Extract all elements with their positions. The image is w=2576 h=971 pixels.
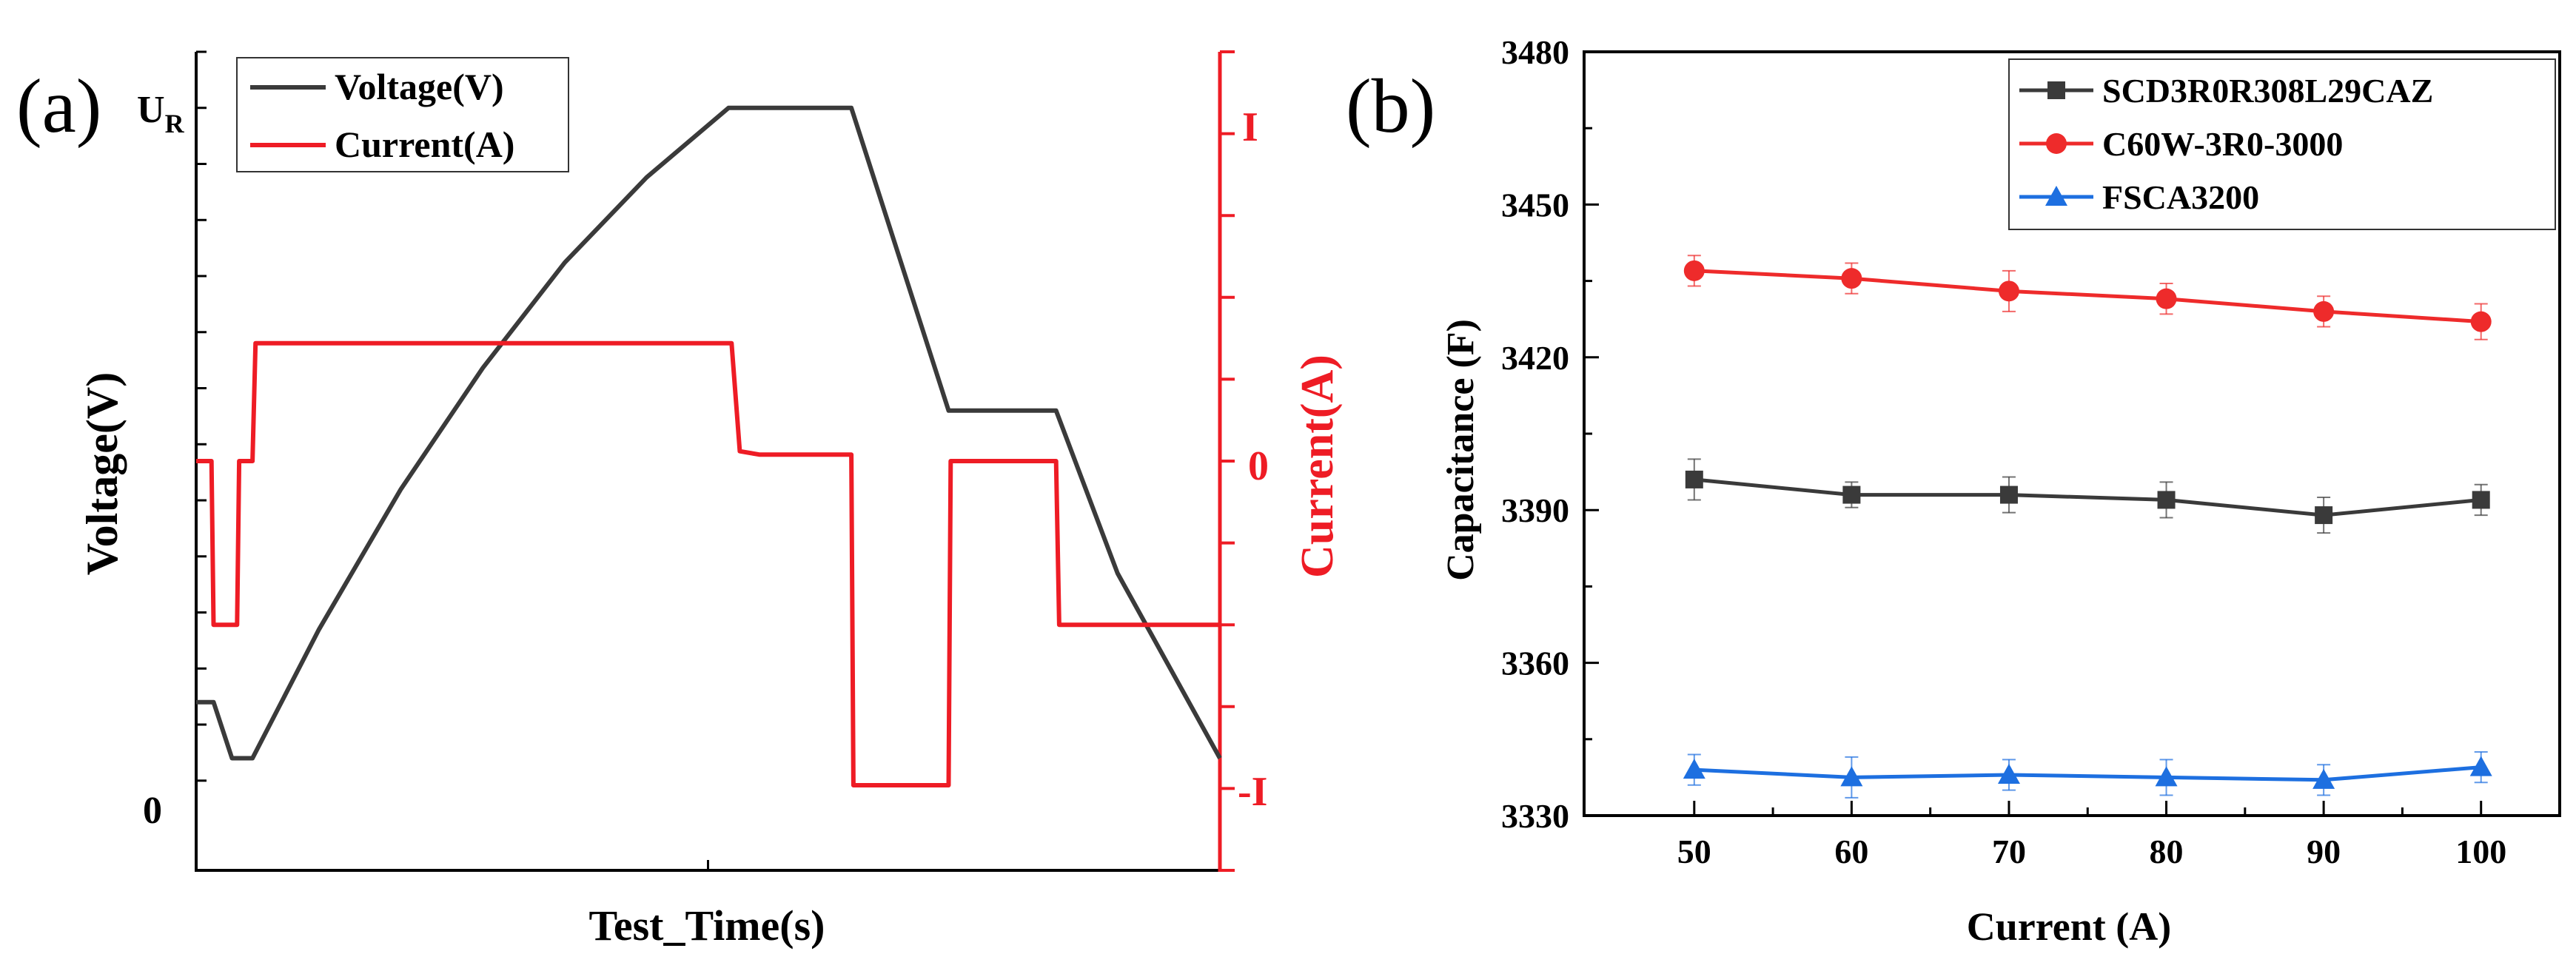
panel-b-point-fsca-2: [1997, 763, 2020, 784]
panel-a-plot-area: [195, 50, 1235, 872]
panel-b-point-scd-2: [1999, 486, 2018, 504]
panel-b-point-fsca-5: [2469, 756, 2492, 776]
panel-b-ticks: 3330 3360 3390 3420 3450 3480 50 60 70 80 90 100: [1501, 33, 2506, 870]
panel-b-point-c60w-0: [1683, 260, 1705, 281]
panel-b-x-tick-label-1: 60: [1834, 833, 1868, 870]
panel-b-plot-area: 3330 3360 3390 3420 3450 3480 50 60 70 80 90 100: [1501, 33, 2561, 870]
panel-a-tick-label-zero-right: 0: [1248, 443, 1269, 489]
panel-b-y-tick-label-4: 3450: [1501, 186, 1569, 224]
panel-b-x-tick-label-3: 80: [2150, 833, 2184, 870]
panel-b-point-fsca-1: [1840, 766, 1863, 787]
panel-b-point-scd-1: [1842, 486, 1861, 504]
panel-b-legend-marker-c60w: [2046, 133, 2067, 154]
panel-a-chart: (a) UR 0 I 0 -I Voltage(V) Current(A) Te…: [16, 50, 1343, 950]
panel-a-x-axis-title: Test_Time(s): [589, 901, 825, 950]
panel-b-y-tick-label-3: 3420: [1501, 339, 1569, 377]
panel-b-series: [1683, 255, 2492, 799]
panel-b-point-c60w-3: [2156, 288, 2177, 309]
panel-a-legend-box: [236, 57, 569, 172]
panel-b-x-axis-title: Current (A): [1967, 904, 2171, 949]
panel-a-tick-label-ur: UR: [137, 89, 185, 138]
panel-b-legend-marker-scd: [2047, 81, 2065, 99]
panel-b-legend-marker-fsca: [2045, 186, 2067, 206]
panel-b-legend-label-fsca: FSCA3200: [2102, 178, 2259, 216]
panel-a-y-axis-title: Voltage(V): [78, 372, 127, 575]
panel-a-legend-label-current: Current(A): [335, 124, 514, 165]
panel-a-tick-label-i: I: [1242, 104, 1258, 150]
panel-a-series-line-current: [196, 340, 1220, 787]
panel-b-point-scd-3: [2157, 491, 2176, 509]
panel-b-legend-label-c60w: C60W-3R0-3000: [2102, 125, 2343, 163]
panel-a-series: [196, 105, 1222, 787]
panel-b-x-tick-label-2: 70: [1992, 833, 2026, 870]
panel-a-series-line-voltage: [196, 105, 1222, 761]
panel-b-legend-label-scd: SCD3R0R308L29CAZ: [2102, 72, 2433, 110]
panel-a-left-ticks: [196, 50, 207, 872]
panel-b-point-c60w-2: [1998, 280, 2019, 302]
panel-b-point-scd-5: [2472, 491, 2490, 509]
panel-a-legend: Voltage(V) Current(A): [236, 57, 569, 172]
panel-b-y-axis-title: Capacitance (F): [1440, 319, 1482, 581]
panel-b-y-tick-label-5: 3480: [1501, 33, 1569, 71]
panel-b-point-scd-0: [1685, 470, 1703, 488]
panel-b-series-line-c60w: [1694, 269, 2481, 324]
panel-a-tick-label-zero-left: 0: [143, 790, 162, 832]
panel-a-label: (a): [16, 64, 101, 149]
panel-b-point-c60w-4: [2313, 300, 2335, 322]
panel-b-point-scd-4: [2315, 506, 2333, 525]
panel-b-x-tick-label-0: 50: [1677, 833, 1711, 870]
panel-a-right-ticks: [1220, 50, 1235, 872]
panel-b-point-c60w-5: [2470, 311, 2492, 332]
panel-b-series-line-scd: [1694, 477, 2481, 517]
panel-b-legend-box: [2008, 58, 2556, 230]
panel-b-y-tick-label-2: 3390: [1501, 491, 1569, 529]
panel-b-chart: (b) 3330 3360 3390 3420 3450 3480 50 60 70 80 90 10…: [1346, 33, 2561, 949]
panel-b-point-fsca-4: [2312, 768, 2335, 789]
panel-b-y-tick-label-0: 3330: [1501, 797, 1569, 835]
panel-a-tick-label-neg-i: -I: [1238, 769, 1267, 815]
panel-a-legend-label-voltage: Voltage(V): [335, 66, 504, 107]
panel-b-legend: SCD3R0R308L29CAZ C60W-3R0-3000 FSCA3200: [2008, 58, 2556, 230]
panel-b-x-tick-label-4: 90: [2307, 833, 2341, 870]
panel-b-x-tick-label-5: 100: [2455, 833, 2506, 870]
panel-b-point-fsca-0: [1683, 759, 1705, 779]
panel-b-y-tick-label-1: 3360: [1501, 645, 1569, 682]
panel-b-legend-swatches: [2019, 81, 2093, 206]
panel-b-point-c60w-1: [1841, 268, 1862, 289]
panel-a-right-axis-title: Current(A): [1292, 355, 1343, 578]
panel-b-label: (b): [1346, 64, 1435, 149]
panel-b-point-fsca-3: [2155, 766, 2178, 787]
panel-b-series-line-fsca: [1694, 765, 2481, 782]
